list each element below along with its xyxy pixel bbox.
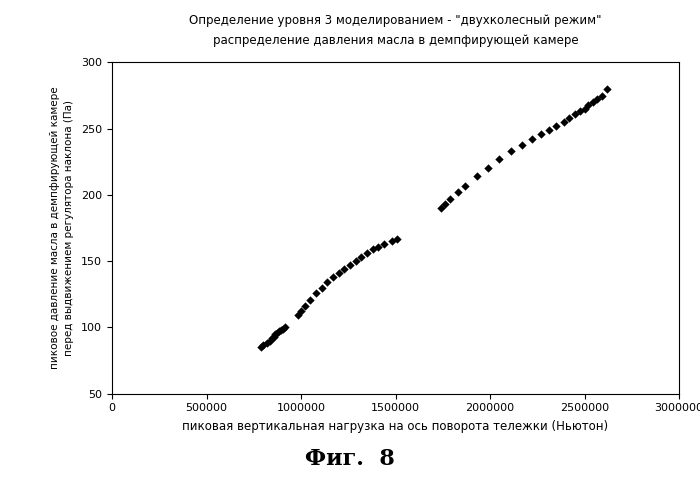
- Point: [601, 85, 612, 93]
- Point: [279, 324, 290, 331]
- Point: [569, 110, 580, 118]
- Point: [379, 240, 390, 248]
- Text: распределение давления масла в демпфирующей камере: распределение давления масла в демпфирую…: [213, 34, 578, 47]
- Point: [295, 308, 307, 315]
- Point: [258, 341, 269, 348]
- Point: [274, 327, 285, 335]
- Point: [564, 114, 575, 122]
- X-axis label: пиковая вертикальная нагрузка на ось поворота тележки (Ньютон): пиковая вертикальная нагрузка на ось пов…: [183, 420, 608, 433]
- Point: [471, 172, 482, 180]
- Point: [435, 204, 447, 212]
- Point: [551, 122, 562, 130]
- Point: [592, 96, 603, 103]
- Y-axis label: пиковое давление масла в демпфирующей камере
перед выдвижением регулятора наклон: пиковое давление масла в демпфирующей ка…: [50, 87, 74, 369]
- Point: [505, 147, 517, 155]
- Point: [339, 265, 350, 273]
- Point: [579, 105, 590, 113]
- Point: [328, 273, 339, 281]
- Point: [526, 135, 537, 143]
- Point: [494, 155, 505, 163]
- Point: [311, 289, 322, 297]
- Point: [439, 200, 450, 208]
- Point: [305, 296, 316, 303]
- Point: [373, 243, 384, 251]
- Point: [293, 312, 304, 319]
- Point: [587, 98, 598, 106]
- Point: [322, 278, 333, 286]
- Point: [333, 269, 344, 277]
- Point: [361, 249, 372, 257]
- Point: [517, 141, 528, 148]
- Point: [276, 326, 287, 334]
- Point: [356, 253, 367, 261]
- Point: [264, 337, 275, 345]
- Point: [596, 92, 607, 99]
- Point: [444, 195, 456, 203]
- Text: Определение уровня 3 моделированием - "двухколесный режим": Определение уровня 3 моделированием - "д…: [189, 14, 602, 27]
- Point: [582, 101, 594, 108]
- Point: [261, 339, 272, 347]
- Point: [266, 334, 277, 342]
- Point: [460, 182, 471, 190]
- Point: [482, 165, 493, 172]
- Point: [277, 325, 288, 333]
- Point: [344, 261, 356, 269]
- Point: [543, 126, 554, 134]
- Point: [368, 245, 379, 253]
- Point: [536, 130, 547, 138]
- Point: [316, 284, 328, 291]
- Point: [452, 188, 463, 196]
- Point: [558, 118, 569, 126]
- Point: [386, 238, 398, 245]
- Point: [268, 333, 279, 340]
- Point: [272, 329, 283, 336]
- Point: [256, 343, 267, 351]
- Point: [392, 235, 403, 242]
- Point: [350, 257, 361, 265]
- Point: [270, 330, 281, 338]
- Point: [299, 302, 310, 310]
- Point: [574, 108, 585, 115]
- Text: Фиг.  8: Фиг. 8: [305, 448, 395, 470]
